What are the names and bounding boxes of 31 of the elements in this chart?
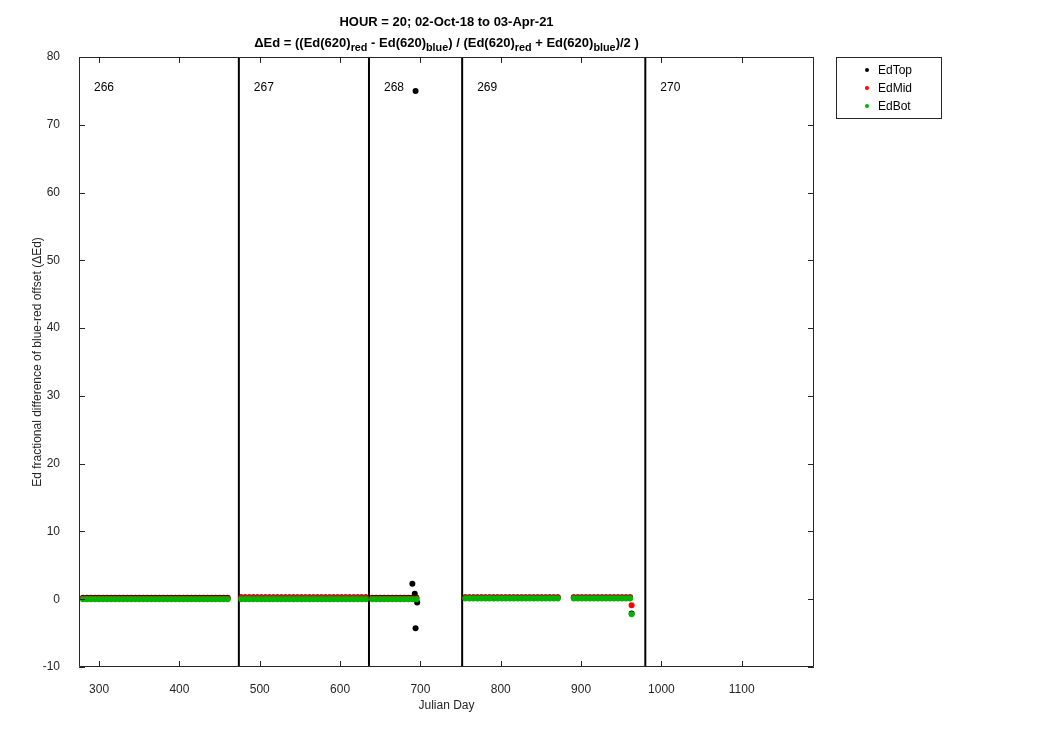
y-tick-label: 70 xyxy=(46,117,61,132)
annotation: 270 xyxy=(660,80,681,95)
x-tick-label: 600 xyxy=(330,681,351,696)
legend-label: EdTop xyxy=(878,63,913,77)
y-tick-label: 50 xyxy=(46,252,61,267)
y-tick-label: -10 xyxy=(42,659,61,674)
y-tick-label: 40 xyxy=(46,320,61,335)
annotation: 268 xyxy=(383,80,405,95)
text: ΔEd = ((Ed(620)$_{red}$ - Ed(620)$_{blue}$) / (Ed(620)$_{red}$ + Ed(620)$_{blue}$)/2 ) xyxy=(254,35,639,53)
y-tick-label: 30 xyxy=(46,388,61,403)
y-axis-title: Ed fractional difference of blue-red offset (ΔEd) xyxy=(29,237,44,487)
x-tick-label: 1000 xyxy=(648,681,676,696)
x-tick-label: 700 xyxy=(410,681,431,696)
y-tick-label: 20 xyxy=(46,455,61,470)
x-tick-label: 1100 xyxy=(728,681,755,696)
x-tick-label: 900 xyxy=(571,681,592,696)
annotation: 269 xyxy=(477,80,498,95)
y-tick-label: 0 xyxy=(53,591,61,606)
x-tick-label: 300 xyxy=(89,681,110,696)
x-tick-label: 500 xyxy=(249,681,271,696)
y-tick-label: 80 xyxy=(46,49,61,64)
x-tick-label: 400 xyxy=(169,681,190,696)
annotation: 266 xyxy=(94,80,115,95)
y-tick-label: 60 xyxy=(46,184,61,199)
x-axis-title: Julian Day xyxy=(418,698,475,713)
legend-label: EdBot xyxy=(878,99,911,113)
chart-title: HOUR = 20; 02-Oct-18 to 03-Apr-21 xyxy=(338,13,555,31)
legend-label: EdMid xyxy=(878,81,913,95)
annotation: 267 xyxy=(253,80,275,95)
x-tick-label: 800 xyxy=(490,681,512,696)
y-tick-label: 10 xyxy=(46,523,61,538)
